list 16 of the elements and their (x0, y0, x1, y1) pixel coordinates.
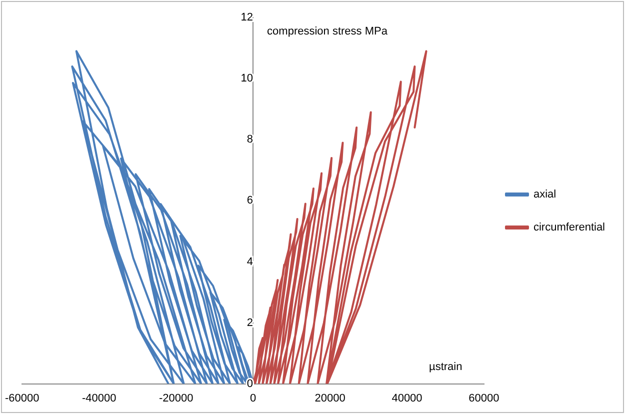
y-tick-label: 8 (246, 134, 254, 146)
x-tick-label: 60000 (468, 392, 500, 404)
x-tick-label: 40000 (392, 392, 422, 404)
legend-label: circumferential (533, 222, 606, 234)
y-axis-title: compression stress MPa (267, 26, 388, 38)
y-tick-label: 6 (246, 194, 254, 207)
legend-label: axial (533, 188, 556, 201)
x-tick-label: 20000 (314, 392, 346, 404)
x-tick-label: -20000 (158, 392, 194, 404)
y-tick-label: 10 (240, 72, 254, 85)
y-tick-label: 4 (246, 256, 254, 268)
y-tick-label: 12 (240, 12, 254, 24)
x-axis-title: µstrain (428, 360, 462, 373)
x-tick-label: -40000 (82, 392, 116, 404)
y-tick-label: 2 (246, 316, 254, 329)
x-tick-label: -60000 (4, 392, 40, 404)
